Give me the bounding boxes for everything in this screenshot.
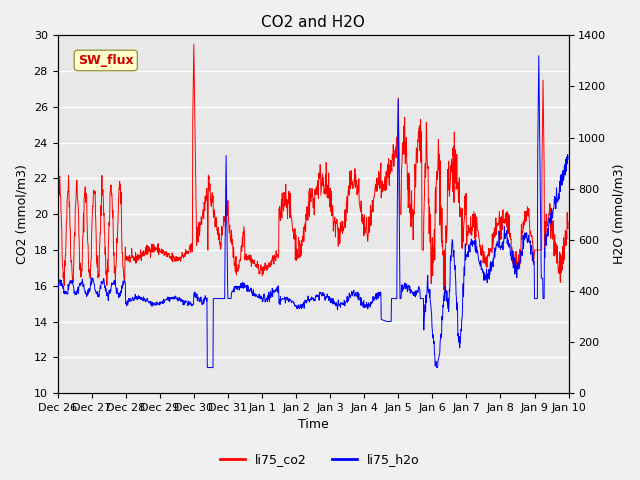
X-axis label: Time: Time: [298, 419, 328, 432]
Y-axis label: CO2 (mmol/m3): CO2 (mmol/m3): [15, 164, 28, 264]
Y-axis label: H2O (mmol/m3): H2O (mmol/m3): [612, 164, 625, 264]
Title: CO2 and H2O: CO2 and H2O: [261, 15, 365, 30]
Legend: li75_co2, li75_h2o: li75_co2, li75_h2o: [215, 448, 425, 471]
Text: SW_flux: SW_flux: [78, 54, 134, 67]
